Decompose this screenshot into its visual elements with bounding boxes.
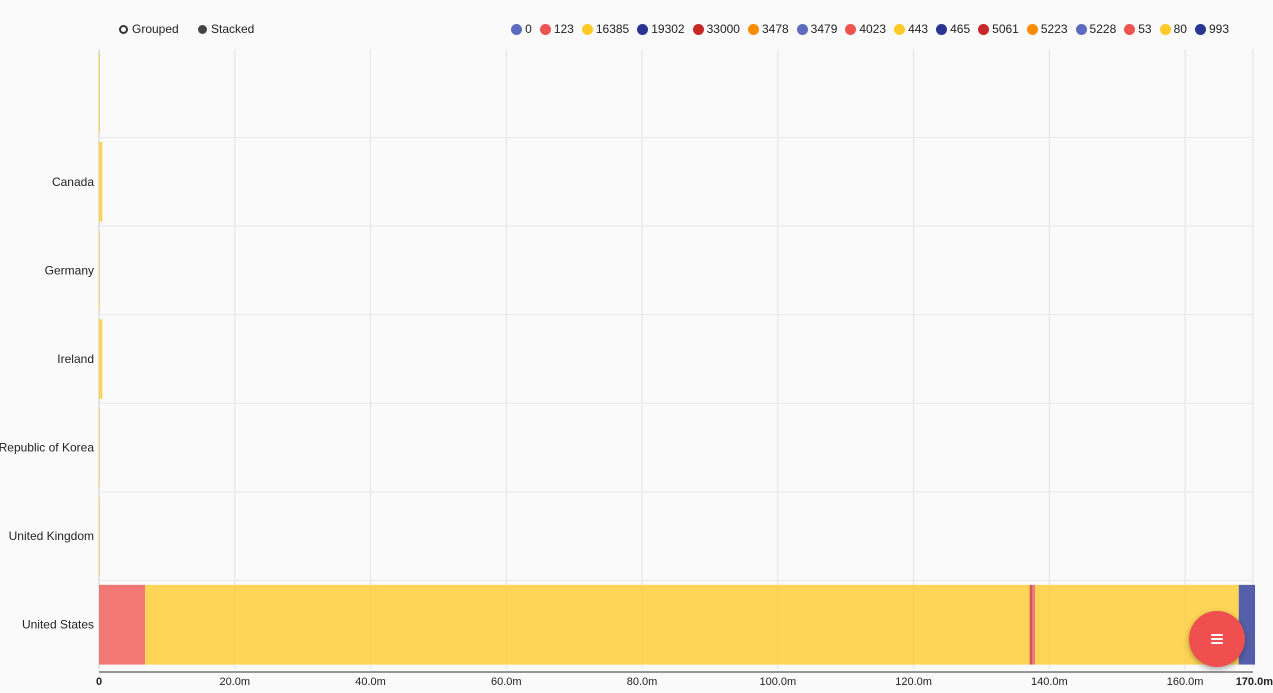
- legend-item[interactable]: 5061: [978, 22, 1019, 36]
- legend-swatch-icon: [1159, 23, 1171, 35]
- grouped-label: Grouped: [132, 22, 179, 36]
- x-tick-label: 170.0m: [1236, 676, 1273, 688]
- legend-item[interactable]: 4023: [845, 22, 886, 36]
- legend-swatch-icon: [936, 23, 948, 35]
- y-tick-label: Germany: [45, 263, 94, 277]
- legend-item[interactable]: 53: [1124, 22, 1152, 36]
- bar-segment: [145, 584, 1030, 665]
- legend-item[interactable]: 123: [539, 22, 574, 36]
- legend-item[interactable]: 0: [511, 22, 532, 36]
- x-tick-label: 40.0m: [355, 676, 386, 688]
- x-tick-label: 0: [96, 676, 102, 688]
- stacked-toggle[interactable]: Stacked: [198, 22, 254, 36]
- legend-label: 3478: [761, 22, 789, 36]
- legend-item[interactable]: 3478: [747, 22, 789, 36]
- legend-label: 33000: [706, 22, 740, 36]
- bar-segment: [99, 407, 100, 488]
- legend-swatch-icon: [637, 23, 649, 35]
- bar-segment: [99, 496, 100, 576]
- legend-label: 5061: [992, 22, 1019, 36]
- legend-swatch-icon: [1124, 23, 1136, 35]
- legend-item[interactable]: 19302: [637, 22, 685, 36]
- bar-segment: [99, 142, 103, 222]
- radio-unselected-icon: [119, 24, 128, 34]
- legend-label: 123: [553, 22, 574, 36]
- legend-swatch-icon: [845, 23, 857, 35]
- legend-label: 53: [1138, 22, 1152, 36]
- legend-item[interactable]: 33000: [692, 22, 740, 36]
- y-tick-label: United States: [22, 618, 94, 632]
- legend-swatch-icon: [1075, 23, 1087, 35]
- legend-swatch-icon: [978, 23, 990, 35]
- legend-item[interactable]: 5228: [1075, 22, 1117, 36]
- bar-segment: [99, 230, 100, 311]
- radio-selected-icon: [198, 24, 207, 34]
- x-tick-label: 160.0m: [1167, 676, 1204, 688]
- bar-segment: [99, 584, 146, 665]
- y-tick-label: Canada: [52, 175, 94, 189]
- legend-item[interactable]: 80: [1159, 22, 1187, 36]
- legend-item[interactable]: 3479: [796, 22, 838, 36]
- legend-item[interactable]: 5223: [1026, 22, 1068, 36]
- legend-label: 4023: [859, 22, 887, 36]
- y-tick-label: Ireland: [57, 352, 94, 366]
- legend-swatch-icon: [511, 23, 523, 35]
- x-tick-label: 60.0m: [491, 676, 522, 688]
- x-tick-label: 100.0m: [759, 676, 796, 688]
- legend-label: 80: [1173, 22, 1187, 36]
- legend-label: 0: [525, 22, 532, 36]
- bar-segment: [1032, 584, 1036, 665]
- y-tick-label: United Kingdom: [9, 529, 94, 543]
- legend-label: 16385: [595, 22, 630, 36]
- bar-segment: [99, 319, 103, 399]
- chart-legend: 0 123 16385 19302 33000 3478 3479 4023 443 465 506…: [503, 22, 1229, 36]
- x-tick-label: 80.0m: [627, 676, 658, 688]
- legend-item[interactable]: 465: [936, 22, 970, 36]
- x-tick-label: 140.0m: [1031, 676, 1068, 688]
- y-tick-label: Republic of Korea: [0, 441, 94, 455]
- legend-item[interactable]: 16385: [581, 22, 630, 36]
- bar-segment: [1029, 584, 1033, 665]
- legend-label: 443: [908, 22, 929, 36]
- legend-swatch-icon: [1026, 23, 1038, 35]
- legend-swatch-icon: [539, 23, 551, 35]
- legend-label: 465: [950, 22, 971, 36]
- legend-label: 5223: [1040, 22, 1068, 36]
- legend-swatch-icon: [581, 23, 593, 35]
- legend-label: 5228: [1089, 22, 1117, 36]
- legend-item[interactable]: 993: [1194, 22, 1229, 36]
- hamburger-menu-icon: [1211, 634, 1223, 644]
- x-tick-label: 120.0m: [895, 676, 932, 688]
- grouped-toggle[interactable]: Grouped: [119, 22, 179, 36]
- bar-segment: [99, 53, 101, 134]
- stacked-label: Stacked: [211, 22, 255, 36]
- legend-label: 993: [1208, 22, 1229, 36]
- menu-button[interactable]: [1189, 611, 1245, 667]
- legend-swatch-icon: [1194, 23, 1206, 35]
- x-tick-label: 20.0m: [219, 676, 250, 688]
- legend-swatch-icon: [747, 23, 759, 35]
- legend-swatch-icon: [796, 23, 808, 35]
- legend-swatch-icon: [692, 23, 704, 35]
- legend-label: 3479: [810, 22, 838, 36]
- legend-label: 19302: [651, 22, 685, 36]
- legend-item[interactable]: 443: [894, 22, 928, 36]
- legend-swatch-icon: [894, 23, 906, 35]
